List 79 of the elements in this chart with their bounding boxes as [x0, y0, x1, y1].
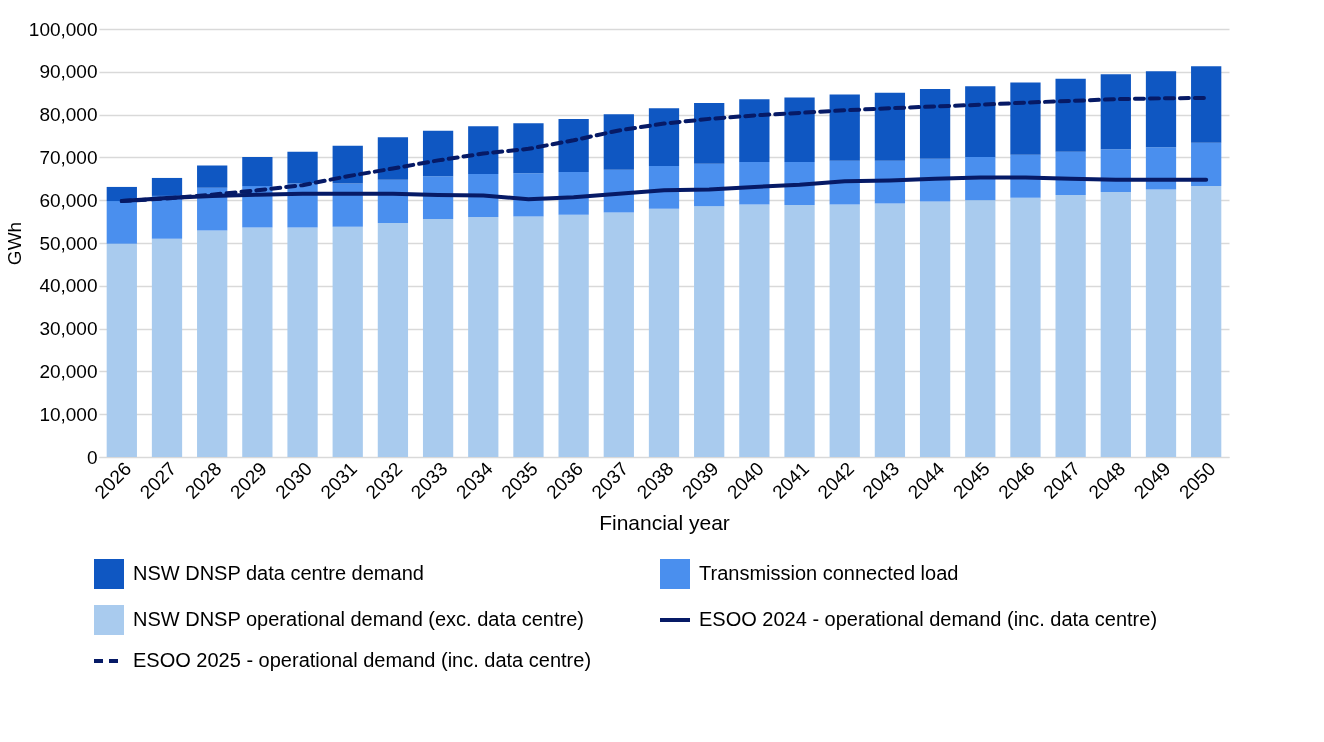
bar — [513, 173, 544, 217]
bar — [919, 201, 951, 457]
bar — [1100, 192, 1131, 457]
bar — [648, 208, 680, 457]
bar — [422, 130, 454, 177]
bar — [377, 137, 409, 180]
bar — [739, 99, 770, 163]
y-tick-label: 60,000 — [39, 189, 98, 211]
bar — [965, 200, 996, 457]
y-tick-label: 10,000 — [39, 403, 98, 425]
bar — [151, 195, 183, 239]
y-tick-label: 70,000 — [39, 146, 98, 168]
bar — [1055, 78, 1086, 152]
bar — [106, 243, 137, 457]
bar — [558, 118, 589, 172]
bar — [1055, 195, 1086, 457]
bar — [377, 222, 409, 457]
bar — [1100, 74, 1131, 150]
legend-label: ESOO 2024 - operational demand (inc. data centre) — [699, 608, 1158, 630]
bar — [558, 214, 589, 457]
bar — [648, 108, 680, 166]
bar — [1010, 197, 1041, 457]
bar — [603, 114, 634, 170]
bar — [694, 103, 725, 164]
bar — [874, 92, 906, 161]
bar — [468, 126, 499, 175]
bar — [1010, 82, 1041, 155]
bar — [829, 94, 860, 161]
bar — [197, 230, 228, 457]
bar — [603, 169, 634, 213]
bar — [603, 212, 634, 457]
bar — [874, 203, 906, 457]
bar — [151, 177, 183, 196]
bar — [287, 227, 318, 457]
y-tick-label: 90,000 — [39, 61, 98, 83]
bar — [1191, 142, 1222, 187]
bar — [197, 165, 228, 188]
legend-label: ESOO 2025 - operational demand (inc. data centre) — [133, 649, 592, 671]
bar — [784, 162, 815, 205]
y-tick-label: 40,000 — [39, 275, 98, 297]
bar — [332, 226, 363, 457]
bar — [513, 123, 544, 174]
x-axis-title: Financial year — [599, 510, 730, 534]
bar — [648, 165, 680, 209]
bar — [468, 216, 499, 457]
bar — [513, 216, 544, 457]
bar — [965, 86, 996, 157]
bar — [784, 97, 815, 163]
bar — [694, 206, 725, 457]
bar — [242, 227, 273, 457]
legend-label: NSW DNSP data centre demand — [133, 562, 424, 584]
bar — [468, 174, 499, 217]
bar — [1191, 186, 1222, 457]
y-tick-label: 100,000 — [28, 18, 98, 40]
bar — [106, 201, 137, 244]
legend-label: NSW DNSP operational demand (exc. data centre) — [133, 608, 584, 630]
bar — [287, 151, 318, 184]
bar — [422, 176, 454, 220]
bar — [242, 156, 273, 187]
y-axis-title: GWh — [3, 221, 25, 266]
bar — [1145, 71, 1177, 148]
bar — [829, 204, 860, 457]
bar — [739, 204, 770, 457]
bar — [874, 160, 906, 204]
y-tick-label: 30,000 — [39, 318, 98, 340]
bar — [784, 204, 815, 457]
bar — [1100, 149, 1131, 193]
bar — [1145, 189, 1177, 457]
bar — [919, 88, 951, 159]
y-tick-label: 80,000 — [39, 104, 98, 126]
y-tick-label: 0 — [86, 446, 98, 468]
legend-label: Transmission connected load — [699, 562, 959, 584]
y-tick-label: 20,000 — [39, 360, 98, 382]
bar — [332, 145, 363, 184]
bar — [1191, 66, 1222, 143]
bar — [422, 219, 454, 457]
bar — [151, 238, 183, 457]
y-tick-label: 50,000 — [39, 232, 98, 254]
bar — [558, 171, 589, 215]
